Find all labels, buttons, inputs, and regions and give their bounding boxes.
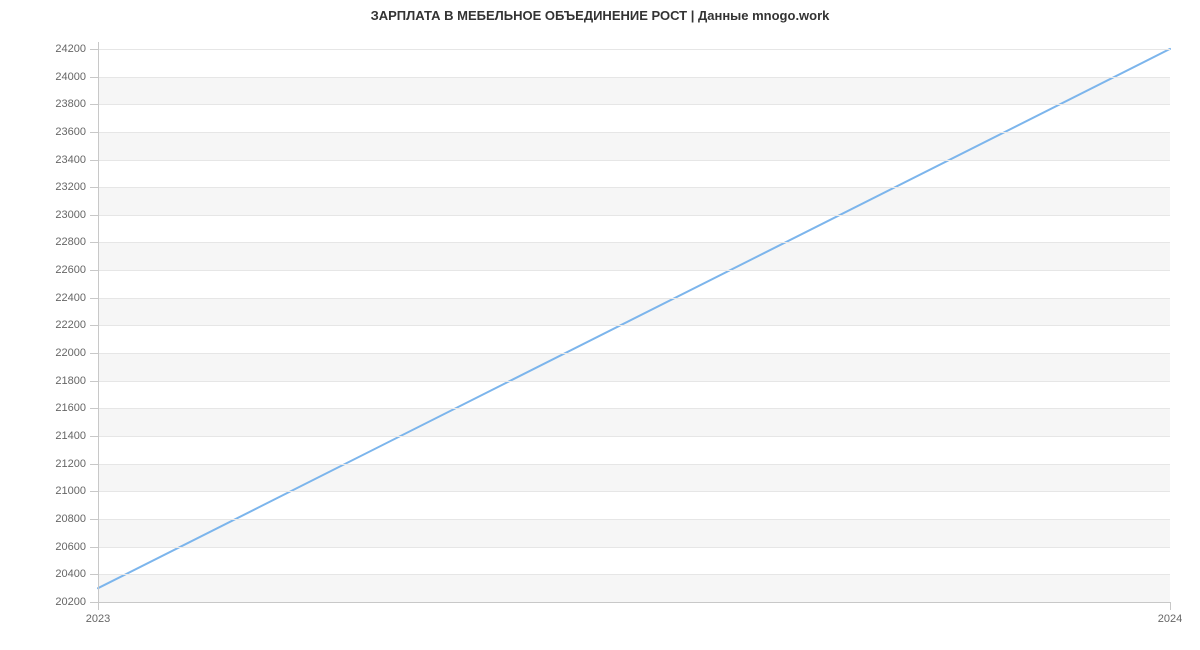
y-tick [90,519,98,520]
y-axis-label: 22800 [0,236,86,248]
y-axis-label: 23400 [0,154,86,166]
gridline [98,104,1170,105]
gridline [98,187,1170,188]
y-tick [90,436,98,437]
gridline [98,270,1170,271]
y-axis-label: 22600 [0,264,86,276]
y-tick [90,408,98,409]
y-axis-label: 23600 [0,126,86,138]
gridline [98,242,1170,243]
x-axis [98,602,1170,603]
y-axis-label: 22000 [0,347,86,359]
y-axis-label: 21200 [0,458,86,470]
y-tick [90,464,98,465]
y-tick [90,574,98,575]
chart-title: ЗАРПЛАТА В МЕБЕЛЬНОЕ ОБЪЕДИНЕНИЕ РОСТ | … [0,8,1200,23]
y-axis-label: 20200 [0,596,86,608]
y-tick [90,215,98,216]
y-axis-label: 20400 [0,568,86,580]
gridline [98,547,1170,548]
y-tick [90,491,98,492]
y-tick [90,187,98,188]
x-axis-label: 2023 [86,613,110,625]
line-layer [98,42,1170,602]
y-tick [90,132,98,133]
y-tick [90,160,98,161]
y-axis-label: 24000 [0,71,86,83]
y-axis-label: 23000 [0,209,86,221]
y-axis-label: 21600 [0,402,86,414]
y-axis-label: 22200 [0,319,86,331]
y-tick [90,325,98,326]
gridline [98,491,1170,492]
y-axis-label: 23800 [0,98,86,110]
y-axis-label: 21400 [0,430,86,442]
y-tick [90,298,98,299]
y-tick [90,381,98,382]
gridline [98,49,1170,50]
y-tick [90,270,98,271]
x-tick [98,602,99,610]
y-axis-label: 20800 [0,513,86,525]
series-line [98,49,1170,588]
y-axis-label: 24200 [0,43,86,55]
chart-container: ЗАРПЛАТА В МЕБЕЛЬНОЕ ОБЪЕДИНЕНИЕ РОСТ | … [0,0,1200,650]
y-axis-label: 21000 [0,485,86,497]
y-tick [90,77,98,78]
y-axis-label: 20600 [0,541,86,553]
y-tick [90,242,98,243]
gridline [98,436,1170,437]
y-axis [98,42,99,602]
y-axis-label: 22400 [0,292,86,304]
y-tick [90,104,98,105]
gridline [98,160,1170,161]
y-tick [90,353,98,354]
y-tick [90,547,98,548]
gridline [98,325,1170,326]
gridline [98,132,1170,133]
x-tick [1170,602,1171,610]
gridline [98,519,1170,520]
x-axis-label: 2024 [1158,613,1182,625]
y-tick [90,49,98,50]
gridline [98,353,1170,354]
plot-area [98,42,1170,602]
gridline [98,464,1170,465]
gridline [98,574,1170,575]
gridline [98,408,1170,409]
y-axis-label: 21800 [0,375,86,387]
y-axis-label: 23200 [0,181,86,193]
y-tick [90,602,98,603]
gridline [98,215,1170,216]
gridline [98,381,1170,382]
gridline [98,77,1170,78]
gridline [98,298,1170,299]
